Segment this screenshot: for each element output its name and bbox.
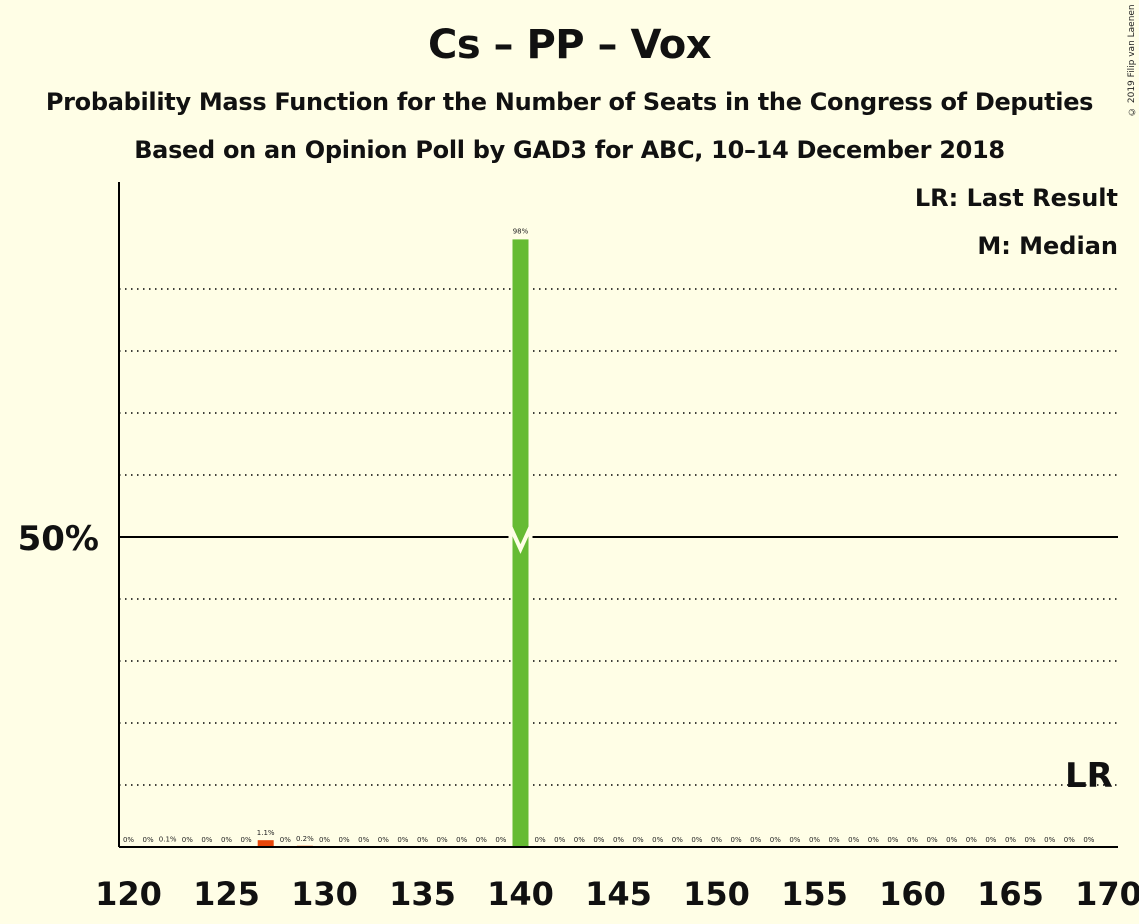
data-label: 0%	[339, 836, 350, 844]
x-tick-label: 155	[781, 875, 848, 913]
data-label: 0%	[711, 836, 722, 844]
data-label: 0%	[535, 836, 546, 844]
x-tick-label: 150	[683, 875, 750, 913]
data-label: 1.1%	[257, 829, 275, 837]
x-tick-label: 160	[879, 875, 946, 913]
data-label: 0%	[123, 836, 134, 844]
data-label: 0%	[633, 836, 644, 844]
data-label: 0%	[358, 836, 369, 844]
chart-source: Based on an Opinion Poll by GAD3 for ABC…	[134, 136, 1005, 164]
data-label: 0%	[848, 836, 859, 844]
data-label: 98%	[513, 227, 529, 235]
chart-title: Cs – PP – Vox	[427, 22, 712, 68]
data-label: 0%	[182, 836, 193, 844]
data-label: 0%	[593, 836, 604, 844]
data-label: 0%	[809, 836, 820, 844]
legend-last-result: LR: Last Result	[914, 184, 1118, 212]
data-label: 0%	[672, 836, 683, 844]
data-label: 0%	[437, 836, 448, 844]
chart-subtitle: Probability Mass Function for the Number…	[45, 88, 1094, 116]
data-label: 0%	[789, 836, 800, 844]
data-label: 0%	[770, 836, 781, 844]
data-label: 0%	[1005, 836, 1016, 844]
data-label: 0%	[143, 836, 154, 844]
data-label: 0%	[966, 836, 977, 844]
data-label: 0%	[691, 836, 702, 844]
data-label: 0%	[417, 836, 428, 844]
data-label: 0%	[1064, 836, 1075, 844]
median-marker	[508, 526, 533, 554]
data-label: 0%	[554, 836, 565, 844]
data-label: 0%	[750, 836, 761, 844]
x-tick-label: 145	[585, 875, 652, 913]
y-tick-label: 50%	[18, 519, 99, 559]
x-tick-label: 130	[291, 875, 358, 913]
data-label: 0%	[280, 836, 291, 844]
data-label: 0%	[927, 836, 938, 844]
data-label: 0%	[946, 836, 957, 844]
data-label: 0%	[829, 836, 840, 844]
data-label: 0%	[378, 836, 389, 844]
data-label: 0%	[476, 836, 487, 844]
data-label: 0%	[221, 836, 232, 844]
legend-median: M: Median	[977, 232, 1118, 260]
data-label: 0%	[495, 836, 506, 844]
data-label: 0%	[1025, 836, 1036, 844]
bar	[257, 840, 274, 847]
data-label: 0%	[319, 836, 330, 844]
last-result-marker: LR	[1065, 756, 1113, 796]
data-label: 0%	[1083, 836, 1094, 844]
data-label: 0%	[456, 836, 467, 844]
x-tick-label: 125	[193, 875, 260, 913]
data-label: 0.1%	[159, 835, 177, 843]
data-label: 0%	[652, 836, 663, 844]
data-label: 0%	[201, 836, 212, 844]
x-tick-label: 165	[977, 875, 1044, 913]
x-tick-label: 120	[95, 875, 162, 913]
x-tick-label: 170	[1075, 875, 1139, 913]
x-tick-label: 135	[389, 875, 456, 913]
data-label: 0%	[985, 836, 996, 844]
data-label: 0%	[1044, 836, 1055, 844]
data-label: 0%	[868, 836, 879, 844]
x-tick-label: 140	[487, 875, 554, 913]
data-label: 0.2%	[296, 835, 314, 843]
data-label: 0%	[574, 836, 585, 844]
data-label: 0%	[241, 836, 252, 844]
data-label: 0%	[887, 836, 898, 844]
data-label: 0%	[397, 836, 408, 844]
data-label: 0%	[907, 836, 918, 844]
data-label: 0%	[613, 836, 624, 844]
bar	[512, 239, 529, 847]
data-label: 0%	[731, 836, 742, 844]
